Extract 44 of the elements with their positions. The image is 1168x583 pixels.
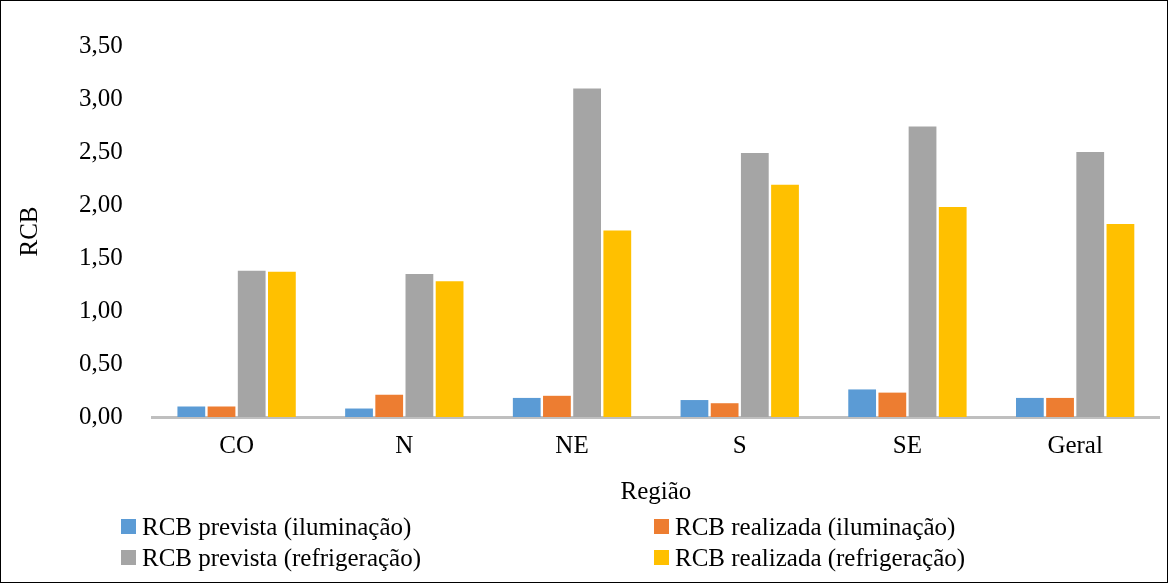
legend-label: RCB realizada (iluminação) xyxy=(675,512,956,542)
bar xyxy=(268,271,296,417)
y-tick-label: 1,00 xyxy=(79,295,123,323)
bar xyxy=(1046,397,1074,417)
x-tick-label: Geral xyxy=(1047,430,1103,458)
bar xyxy=(375,394,404,417)
bar xyxy=(680,400,709,417)
bar xyxy=(435,281,464,417)
bar xyxy=(908,126,937,417)
legend-label: RCB prevista (iluminação) xyxy=(142,512,412,542)
y-tick-label: 2,00 xyxy=(79,189,123,217)
x-tick-label: N xyxy=(395,430,414,458)
y-tick-label: 0,00 xyxy=(79,401,123,429)
y-tick-label: 2,50 xyxy=(79,136,123,164)
y-tick-label: 1,50 xyxy=(79,242,123,270)
bar xyxy=(543,395,571,417)
y-tick-label: 3,00 xyxy=(79,83,123,111)
bar xyxy=(237,270,266,417)
bar xyxy=(207,406,236,417)
y-tick-label: 0,50 xyxy=(79,348,123,376)
legend-label: RCB realizada (refrigeração) xyxy=(675,543,966,573)
bar xyxy=(603,230,632,417)
bar xyxy=(740,153,769,417)
x-tick-label: S xyxy=(732,430,747,458)
bar xyxy=(177,406,206,417)
bar xyxy=(771,184,799,417)
bar xyxy=(848,389,877,417)
bar xyxy=(938,207,967,417)
bar xyxy=(512,397,541,417)
bar xyxy=(1076,152,1105,417)
x-tick-label: CO xyxy=(219,430,254,458)
y-axis-title: RCB xyxy=(14,206,42,257)
bar xyxy=(345,408,373,417)
x-tick-label: SE xyxy=(892,430,923,458)
bar xyxy=(573,88,601,417)
bar xyxy=(1106,224,1135,417)
x-axis-title: Região xyxy=(620,476,692,504)
bar xyxy=(405,273,434,417)
legend-label: RCB prevista (refrigeração) xyxy=(142,543,422,573)
x-tick-label: NE xyxy=(555,430,589,458)
bar xyxy=(710,403,739,417)
y-tick-label: 3,50 xyxy=(79,30,123,58)
bar xyxy=(1015,397,1044,417)
bar xyxy=(878,392,907,417)
